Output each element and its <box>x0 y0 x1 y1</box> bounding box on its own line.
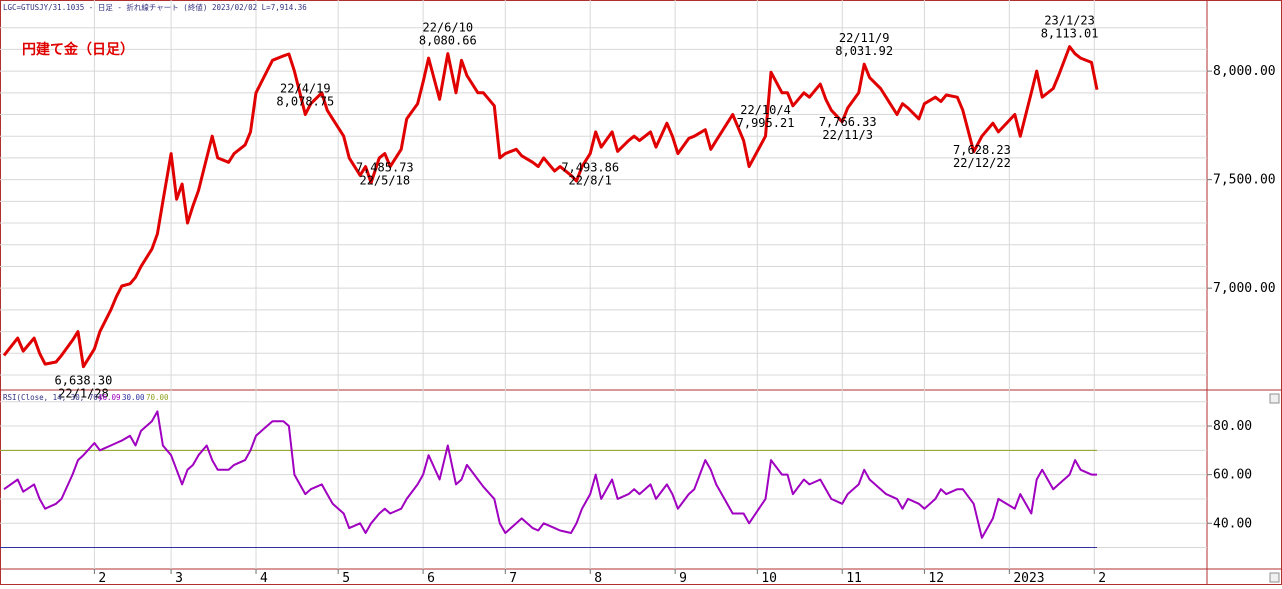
rsi-tick-label: 80.00 <box>1213 419 1252 434</box>
rsi-tick-label: 40.00 <box>1213 516 1252 531</box>
rsi-legend-value-lower: 30.00 <box>122 393 145 402</box>
symbol-header: LGC=GTUSJY/31.1035 - 日足 - 折れ線チャート (終値) <box>3 2 207 12</box>
month-label: 7 <box>509 571 517 585</box>
month-label: 2 <box>1098 571 1106 585</box>
date-header: 2023/02/02 L=7,914.36 <box>212 3 307 12</box>
annotation-label: 6,638.30 <box>55 374 113 388</box>
month-label: 10 <box>761 571 777 585</box>
annotation-label: 22/1/28 <box>58 387 109 401</box>
annotation-label: 7,766.33 <box>819 115 877 129</box>
price-tick-label: 8,000.00 <box>1213 64 1276 79</box>
annotation-label: 7,995.21 <box>737 116 795 130</box>
month-label: 2 <box>98 571 106 585</box>
month-label: 2023 <box>1013 571 1044 585</box>
annotation-label: 22/5/18 <box>359 174 410 188</box>
scroll-up-button[interactable] <box>1269 393 1280 404</box>
rsi-tick-label: 60.00 <box>1213 468 1252 483</box>
annotation-label: 22/11/9 <box>839 31 890 45</box>
month-label: 11 <box>846 571 862 585</box>
rsi-legend-value-current: 46.09 <box>98 393 121 402</box>
annotation-label: 22/11/3 <box>822 128 873 142</box>
chart-title: 円建て金（日足） <box>22 41 134 58</box>
month-label: 6 <box>427 571 435 585</box>
month-label: 12 <box>928 571 944 585</box>
price-line <box>2 45 1099 369</box>
price-tick-label: 7,500.00 <box>1213 173 1276 188</box>
annotation-label: 22/4/19 <box>280 82 331 96</box>
annotation-label: 7,493.86 <box>561 161 619 175</box>
annotation-label: 8,078.75 <box>276 95 334 109</box>
rsi-legend-value-upper: 70.00 <box>146 393 169 402</box>
annotation-label: 22/6/10 <box>422 21 473 35</box>
annotation-label: 7,485.73 <box>356 161 414 175</box>
month-label: 9 <box>679 571 687 585</box>
annotation-label: 23/1/23 <box>1044 14 1095 28</box>
month-label: 3 <box>175 571 183 585</box>
series-layer <box>2 45 1099 539</box>
month-label: 5 <box>342 571 350 585</box>
annotation-label: 22/12/22 <box>953 156 1011 170</box>
month-label: 8 <box>594 571 602 585</box>
rsi-line <box>3 410 1097 539</box>
price-tick-label: 7,000.00 <box>1213 281 1276 296</box>
label-layer: 2 3 4 5 6 7 8 9 10 11 12 2023 2 7,000.00 7,500.00 8,000… <box>55 14 1276 586</box>
rsi-legend: RSI(Close, 14, 30, 70) <box>3 393 102 402</box>
annotation-label: 8,080.66 <box>419 34 477 48</box>
month-label: 4 <box>260 571 268 585</box>
grid-layer <box>0 0 1212 574</box>
scroll-down-button[interactable] <box>1269 572 1280 583</box>
annotation-label: 22/8/1 <box>569 174 612 188</box>
annotation-label: 8,113.01 <box>1041 27 1099 41</box>
annotation-label: 7,628.23 <box>953 143 1011 157</box>
rsi-bands <box>0 449 1097 549</box>
annotation-label: 22/10/4 <box>740 103 791 117</box>
annotation-label: 8,031.92 <box>835 44 893 58</box>
